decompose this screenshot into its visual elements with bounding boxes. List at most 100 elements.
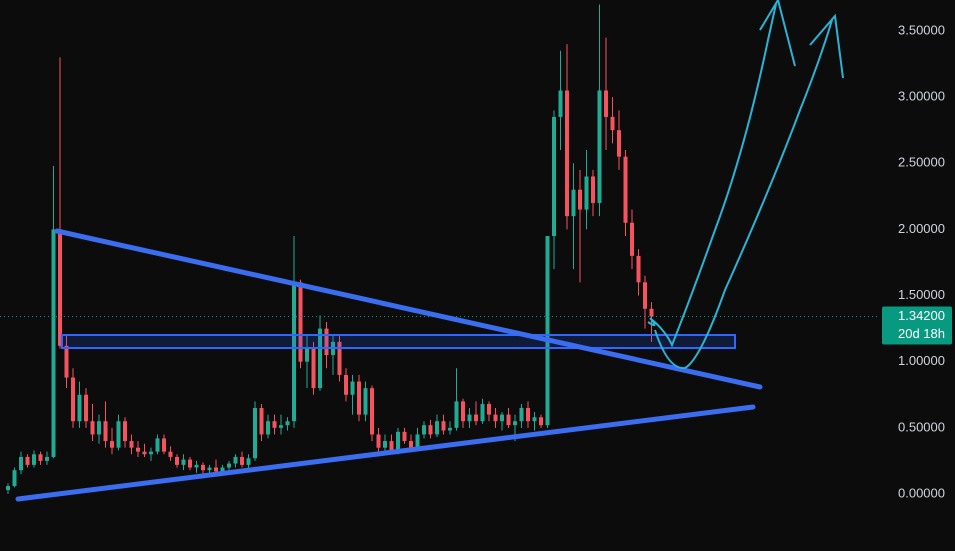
candle-body [123,421,127,442]
y-tick-label: 0.00000 [898,485,945,500]
candle-body [279,425,283,428]
candle-body [487,404,491,415]
candle-body [51,229,56,457]
candle-body [649,308,654,317]
candle-body [396,431,400,451]
candle-body [610,116,615,131]
candle-body [493,414,498,422]
candle-body [578,189,582,210]
candle-body [129,441,134,448]
candle-body [194,464,199,468]
hand-arrow-2 [654,13,844,370]
candle-body [448,427,452,431]
y-tick-label: 0.50000 [898,419,945,434]
candle-body [389,441,394,451]
candle-body [19,456,23,471]
candle-body [142,451,147,455]
y-tick-label: 1.50000 [898,287,945,302]
candle-body [526,407,530,422]
candle-body [571,189,576,217]
candle-body [285,421,290,426]
candle-body [90,421,95,435]
y-tick-label: 3.50000 [898,22,945,37]
axis-bg [880,0,955,551]
candle-body [363,388,368,415]
candle-body [266,421,270,435]
price-label-bg [882,306,952,345]
candle-body [32,454,36,465]
y-axis: 0.00000 0.50000 1.00000 1.50000 2.00000 2.500… [880,0,955,551]
candle-body [201,464,205,471]
candle-body [441,421,446,431]
price-label: 1.34200 [898,308,945,323]
candle-body [71,377,75,422]
candle-body [240,456,244,465]
candle-body [428,425,433,435]
candle-body [162,438,166,452]
candle-body [298,282,303,362]
candle-body [58,229,62,346]
drawings [15,0,844,502]
candle-body [383,441,387,448]
candle-body [454,401,459,428]
candle-body [292,282,296,422]
candle-body [636,255,641,283]
candle-body [344,374,348,395]
y-tick-label: 1.00000 [898,353,945,368]
candle-body [272,421,277,428]
candle-body [565,90,569,217]
candle-body [513,421,517,426]
candle-body [519,407,524,422]
candle-body [409,441,413,448]
candle-body [188,459,192,468]
candle-body [175,456,179,465]
candle-body [539,417,543,426]
candle-body [324,328,329,356]
candle-body [6,486,10,491]
candle-body [318,328,322,389]
candle-body [227,463,231,468]
candle-body [623,156,628,223]
candle-body [207,467,212,471]
candle-body [149,451,153,455]
candle-body [305,348,309,362]
trend-line-lower [15,404,756,502]
y-tick-label: 2.50000 [898,155,945,170]
y-tick-label: 2.00000 [898,221,945,236]
candle-body [12,470,17,487]
candle-body [168,451,173,457]
candle-body [630,222,634,256]
candle-body [474,414,478,422]
candle-body [45,456,49,461]
candle-body [643,282,647,309]
candle-body [116,421,121,448]
candle-body [461,401,465,422]
candle-body [214,467,218,472]
candle-body [84,394,88,422]
candle-body [311,348,316,389]
candle-body [155,438,160,452]
candle-body [25,456,30,465]
trend-line-upper [54,228,763,390]
candle-body [532,417,537,422]
candle-body [422,425,426,435]
candle-body [220,467,225,472]
countdown-label: 20d 18h [898,326,945,341]
candle-body [552,116,556,237]
candles [0,4,880,494]
candle-body [253,407,257,459]
candle-body [604,90,608,117]
candle-body [110,441,114,448]
candle-body [259,407,264,435]
candle-body [337,341,342,375]
candle-body [500,414,504,422]
candle-body [136,447,140,452]
candle-body [38,454,43,461]
candle-body [617,130,621,157]
candle-body [181,459,186,465]
candle-body [558,90,563,117]
candle-body [597,90,602,203]
candle-body [103,421,108,442]
